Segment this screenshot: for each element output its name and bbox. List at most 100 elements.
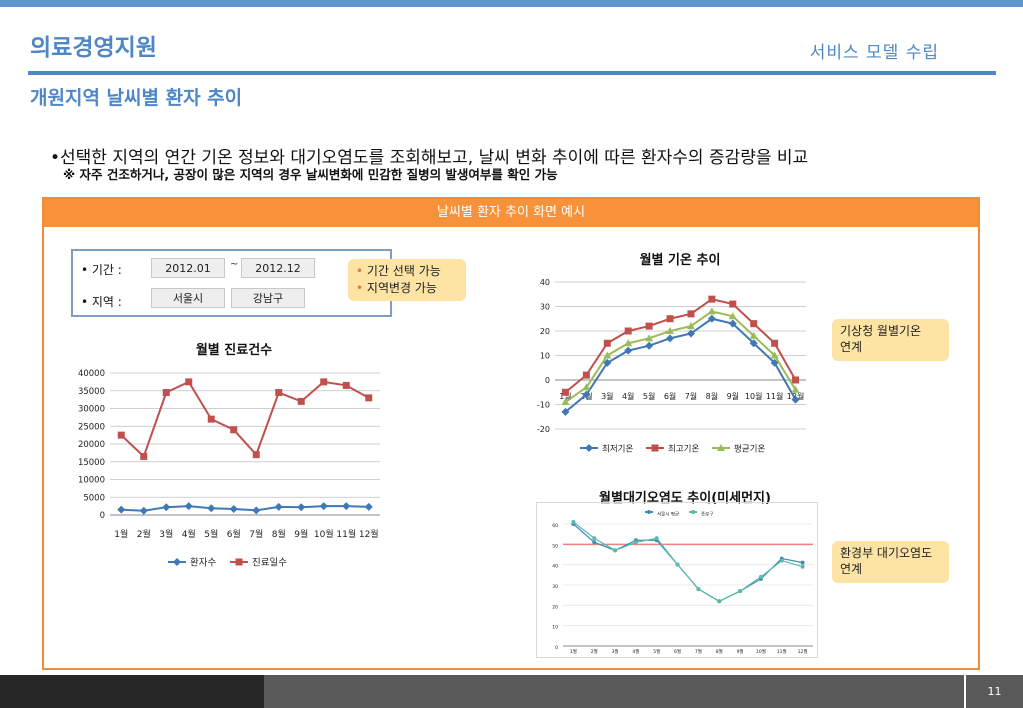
data-point (645, 334, 654, 342)
x-tick-label: 8월 (272, 528, 286, 540)
data-point (603, 339, 611, 347)
data-point (770, 351, 779, 359)
y-tick-label: 25000 (78, 422, 105, 432)
data-point (162, 389, 170, 397)
y-tick-label: 5000 (83, 493, 105, 503)
data-point (666, 327, 675, 334)
x-tick-label: 6월 (664, 391, 676, 401)
filter-callout-line1: 기간 선택 가능 (366, 264, 441, 278)
data-point (582, 390, 591, 399)
legend-marker (717, 444, 725, 451)
x-tick-label: 9월 (727, 391, 739, 401)
data-point (666, 334, 675, 343)
temperature-callout-line2: 연계 (840, 340, 863, 354)
x-tick-label: 4월 (632, 648, 639, 655)
period-from-field[interactable]: 2012.01 (151, 258, 225, 278)
data-point (624, 327, 632, 335)
data-point (686, 329, 695, 338)
x-tick-label: 10월 (314, 528, 334, 540)
x-tick-label: 2월 (591, 648, 598, 655)
header-title: 의료경영지원 (30, 35, 157, 61)
data-point (139, 506, 148, 515)
x-tick-label: 6월 (227, 528, 241, 540)
panel-title: 날씨별 환자 추이 화면 예시 (44, 199, 978, 227)
data-point (696, 587, 701, 592)
data-point (666, 315, 674, 323)
data-point (686, 322, 695, 330)
legend-marker (647, 510, 651, 514)
data-point (592, 536, 597, 541)
data-point (592, 540, 597, 545)
series-line-2 (573, 521, 803, 602)
data-point (624, 339, 633, 347)
data-point (687, 310, 695, 318)
y-tick-label: 20 (540, 327, 550, 336)
data-point (779, 558, 784, 563)
data-point (117, 505, 126, 514)
series-line-3 (564, 310, 797, 403)
y-tick-label: -20 (537, 425, 550, 434)
air-quality-chart: 60 50 40 30 20 10 0 1월 2월 3월 4월 5월 6월 7월 8월 9월 10월 11월 12월… (536, 502, 818, 658)
y-tick-label: 40000 (78, 369, 105, 379)
data-point (708, 295, 716, 303)
data-point (603, 351, 612, 359)
region-district-select[interactable]: 강남구 (231, 288, 305, 308)
air-quality-callout-line1: 환경부 대기오염도 (840, 546, 933, 560)
data-point (707, 314, 716, 323)
data-point (758, 574, 763, 579)
x-tick-label: 7월 (685, 391, 697, 401)
x-tick-label: 7월 (249, 528, 263, 540)
data-point (728, 319, 737, 328)
data-point (230, 426, 238, 434)
data-point (717, 599, 722, 604)
x-tick-label: 7월 (695, 648, 702, 655)
x-tick-label: 9월 (294, 528, 308, 540)
data-point (117, 431, 125, 439)
temperature-callout-line1: 기상청 월별기온 (840, 324, 922, 338)
data-point (791, 385, 800, 393)
top-accent-bar (0, 0, 1023, 7)
period-to-field[interactable]: 2012.12 (241, 258, 315, 278)
data-point (624, 346, 633, 355)
data-point (364, 502, 373, 511)
data-point (582, 371, 590, 379)
data-point (738, 589, 743, 594)
data-point (729, 300, 737, 308)
slide-subtitle: 개원지역 날씨별 환자 추이 (30, 87, 243, 109)
data-point (770, 358, 779, 367)
x-tick-label: 4월 (182, 528, 196, 540)
header-section: 서비스 모델 수립 (809, 43, 939, 63)
data-point (645, 322, 653, 330)
region-city-select[interactable]: 서울시 (151, 288, 225, 308)
data-point (749, 339, 758, 348)
y-tick-label: 60 (552, 523, 558, 529)
data-point (654, 536, 659, 541)
y-tick-label: 35000 (78, 387, 105, 397)
data-point (207, 504, 216, 513)
data-point (571, 519, 576, 524)
x-tick-label: 6월 (674, 648, 681, 655)
note-text: ※ 자주 건조하거나, 공장이 많은 지역의 경우 날씨변화에 민감한 질병의 … (63, 167, 558, 182)
data-point (297, 397, 305, 405)
x-tick-label: 12월 (359, 528, 379, 540)
y-tick-label: 20000 (78, 440, 105, 450)
filter-callout-line2: 지역변경 가능 (366, 281, 437, 295)
data-point (319, 502, 328, 511)
x-tick-label: 2월 (137, 528, 151, 540)
legend-marker (235, 558, 243, 566)
visits-chart-title: 월별 진료건수 (195, 343, 273, 358)
series-line-1 (121, 505, 369, 512)
y-tick-label: 0 (100, 511, 105, 521)
page-number: 11 (987, 685, 1002, 698)
y-tick-label: 15000 (78, 458, 105, 468)
data-point (707, 307, 716, 315)
legend-label: 종로구 (701, 512, 713, 518)
data-point (645, 341, 654, 350)
x-tick-label: 5월 (653, 648, 660, 655)
x-tick-label: 9월 (737, 648, 744, 655)
data-point (252, 506, 261, 515)
series-line-2 (120, 380, 370, 459)
data-point (561, 407, 570, 416)
air-quality-callout: 환경부 대기오염도 연계 (832, 541, 949, 583)
legend-label: 서울시 평균 (657, 511, 679, 518)
